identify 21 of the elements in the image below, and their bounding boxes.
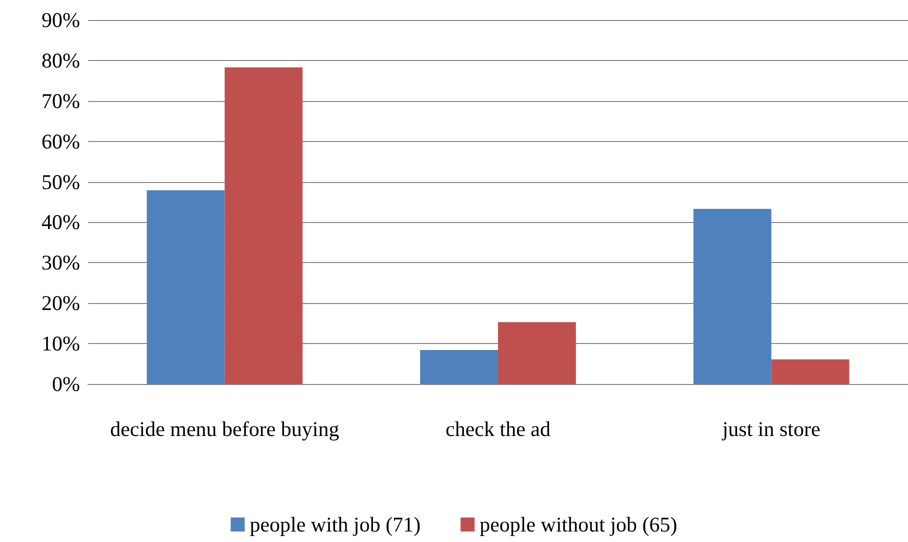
bar: [146, 190, 225, 384]
bar: [771, 359, 850, 384]
bar: [693, 208, 772, 384]
y-tick-label: 90%: [42, 8, 80, 32]
y-tick-label: 30%: [42, 250, 80, 275]
y-tick-label: 20%: [42, 291, 80, 316]
y-tick-label: 50%: [42, 170, 80, 194]
y-tick-label: 60%: [42, 129, 80, 154]
bar: [498, 322, 576, 384]
x-tick-label: check the ad: [446, 417, 551, 441]
x-tick-label: just in store: [721, 417, 820, 441]
legend-label: people without job (65): [480, 512, 678, 536]
y-tick-label: 70%: [42, 88, 80, 113]
y-tick-label: 40%: [42, 210, 80, 234]
y-tick-label: 80%: [42, 48, 80, 72]
x-tick-label: decide menu before buying: [110, 417, 340, 441]
bar: [224, 67, 303, 384]
y-tick-label: 10%: [42, 332, 80, 356]
bar: [420, 350, 498, 384]
legend-label: people with job (71): [250, 512, 421, 536]
y-tick-label: 0%: [52, 372, 80, 396]
